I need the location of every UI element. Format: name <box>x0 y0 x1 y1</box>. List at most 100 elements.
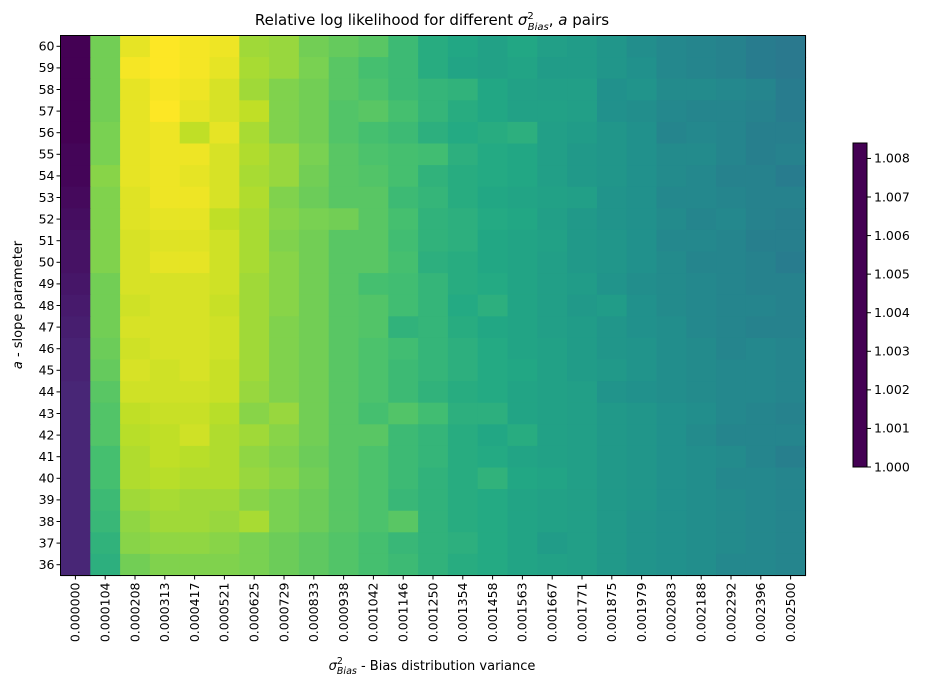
heatmap-cell <box>179 35 211 58</box>
heatmap-cell <box>716 510 747 533</box>
heatmap-cell <box>745 78 777 101</box>
heatmap-cell <box>447 510 479 533</box>
heatmap-cell <box>626 359 658 382</box>
heatmap-cell <box>567 35 598 58</box>
heatmap-cell <box>477 445 509 469</box>
heatmap-cell <box>447 553 479 577</box>
heatmap-cell <box>507 57 538 80</box>
heatmap-cell <box>567 467 598 490</box>
heatmap-cell <box>358 359 389 382</box>
heatmap-cell <box>447 143 479 166</box>
heatmap-cell <box>269 445 300 469</box>
heatmap-cell <box>298 100 330 123</box>
heatmap-cell <box>656 402 687 425</box>
heatmap-cell <box>745 337 777 361</box>
heatmap-cell <box>120 381 151 404</box>
heatmap-cell <box>507 316 538 339</box>
heatmap-cell <box>90 78 121 101</box>
y-axis-title: a - slope parameter <box>11 240 26 369</box>
heatmap-cell <box>298 532 330 555</box>
heatmap-cell <box>745 467 777 490</box>
heatmap-cell <box>60 489 91 512</box>
heatmap-cell <box>388 186 419 209</box>
heatmap-cell <box>596 121 628 145</box>
heatmap-cell <box>477 489 509 512</box>
heatmap-cell <box>686 424 717 447</box>
y-tick-label: 58 <box>39 82 55 97</box>
heatmap-cell <box>239 165 270 188</box>
heatmap-cell <box>149 337 181 361</box>
colorbar-tick-label: 1.006 <box>874 228 910 243</box>
heatmap-cell <box>507 208 538 231</box>
heatmap-cell <box>447 208 479 231</box>
heatmap-cell <box>418 510 449 533</box>
heatmap-cell <box>239 229 270 253</box>
heatmap-cell <box>507 165 538 188</box>
heatmap-cell <box>120 273 151 296</box>
heatmap-cell <box>149 229 181 253</box>
heatmap-cell <box>269 165 300 188</box>
heatmap-cell <box>418 100 449 123</box>
heatmap-cell <box>596 57 628 80</box>
heatmap-cell <box>418 57 449 80</box>
heatmap-cell <box>656 78 687 101</box>
heatmap-cell <box>358 294 389 317</box>
heatmap-cell <box>179 316 211 339</box>
x-tick-label: 0.002500 <box>783 582 798 642</box>
heatmap-cell <box>328 337 360 361</box>
heatmap-cell <box>686 273 717 296</box>
heatmap-cell <box>656 359 687 382</box>
heatmap-cell <box>686 78 717 101</box>
heatmap-cell <box>656 100 687 123</box>
heatmap-cell <box>656 510 687 533</box>
heatmap-cell <box>239 337 270 361</box>
heatmap-cell <box>90 359 121 382</box>
heatmap-cell <box>775 424 807 447</box>
heatmap-cell <box>388 294 419 317</box>
heatmap-cell <box>149 316 181 339</box>
heatmap-cell <box>656 143 687 166</box>
heatmap-cell <box>298 143 330 166</box>
heatmap-cell <box>90 424 121 447</box>
y-tick-label: 46 <box>39 341 55 356</box>
heatmap-cell <box>328 316 360 339</box>
heatmap-cell <box>507 100 538 123</box>
heatmap-cell <box>626 229 658 253</box>
x-tick-label: 0.002396 <box>753 582 768 642</box>
heatmap-cell <box>209 467 240 490</box>
heatmap-cell <box>626 532 658 555</box>
heatmap-cell <box>596 489 628 512</box>
heatmap-cell <box>388 100 419 123</box>
heatmap-cell <box>626 553 658 577</box>
heatmap-cell <box>716 165 747 188</box>
heatmap-cell <box>149 445 181 469</box>
heatmap-cell <box>120 208 151 231</box>
heatmap-cell <box>686 337 717 361</box>
heatmap-cell <box>477 402 509 425</box>
heatmap-cell <box>60 121 91 145</box>
heatmap-cell <box>507 424 538 447</box>
heatmap-cell <box>656 35 687 58</box>
heatmap-cell <box>209 489 240 512</box>
heatmap-cell <box>477 78 509 101</box>
heatmap-cell <box>447 57 479 80</box>
heatmap-cell <box>90 316 121 339</box>
heatmap-cell <box>507 381 538 404</box>
heatmap-cell <box>567 100 598 123</box>
heatmap-cell <box>716 445 747 469</box>
colorbar-tick-label: 1.004 <box>874 305 910 320</box>
heatmap-cell <box>298 445 330 469</box>
heatmap-cell <box>120 143 151 166</box>
heatmap-cell <box>298 57 330 80</box>
heatmap-cell <box>716 489 747 512</box>
heatmap-cell <box>477 35 509 58</box>
heatmap-cell <box>298 337 330 361</box>
heatmap-cell <box>149 35 181 58</box>
heatmap-cell <box>328 35 360 58</box>
heatmap-cell <box>775 337 807 361</box>
heatmap-cell <box>358 402 389 425</box>
heatmap-cell <box>716 208 747 231</box>
heatmap-cell <box>120 229 151 253</box>
heatmap-cell <box>567 294 598 317</box>
heatmap-cell <box>596 229 628 253</box>
